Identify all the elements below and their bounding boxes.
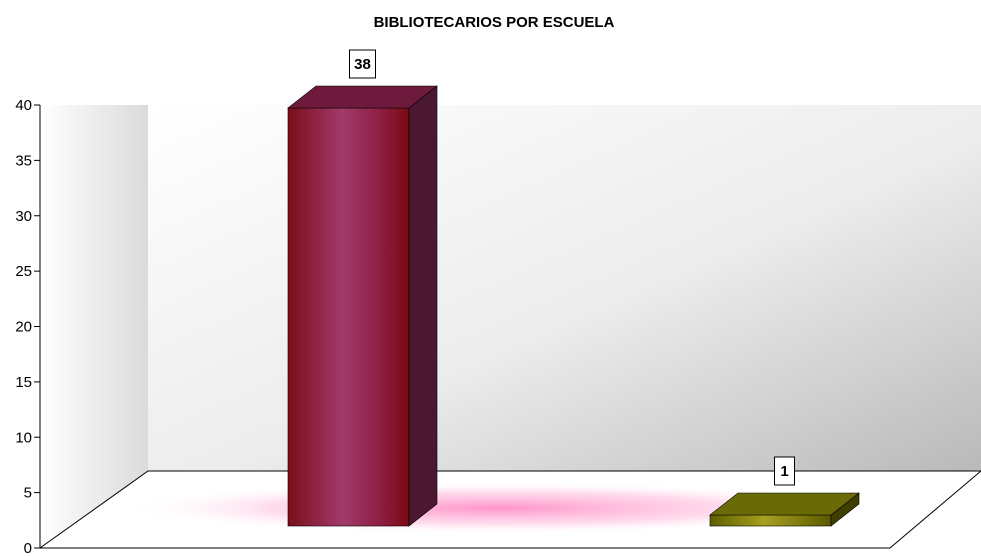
- side-wall: [40, 105, 148, 548]
- y-tick-label: 25: [15, 263, 32, 280]
- bar-top: [709, 492, 860, 516]
- data-label: 1: [780, 463, 788, 480]
- plot-area: [38, 105, 981, 549]
- y-axis-ticks: 0 5 10 15 20 25 30 35 40: [15, 97, 40, 556]
- y-tick-label: 30: [15, 208, 32, 225]
- bar-side: [408, 85, 438, 527]
- bar-front: [709, 514, 832, 527]
- data-label-box: [774, 456, 795, 486]
- data-label: 38: [354, 56, 371, 73]
- y-tick-label: 15: [15, 374, 32, 391]
- back-wall: [148, 105, 981, 471]
- data-labels: 38 1: [349, 49, 795, 486]
- chart-title: BIBLIOTECARIOS POR ESCUELA: [374, 14, 615, 31]
- y-tick-label: 5: [24, 485, 32, 502]
- y-tick-label: 35: [15, 152, 32, 169]
- data-label-box: [349, 49, 376, 79]
- y-tick-label: 0: [24, 540, 32, 556]
- bars: [287, 85, 860, 527]
- y-tick-label: 10: [15, 429, 32, 446]
- bar-front: [287, 107, 410, 527]
- bar-top: [287, 85, 438, 109]
- y-tick-label: 40: [15, 97, 32, 114]
- y-tick-label: 20: [15, 319, 32, 336]
